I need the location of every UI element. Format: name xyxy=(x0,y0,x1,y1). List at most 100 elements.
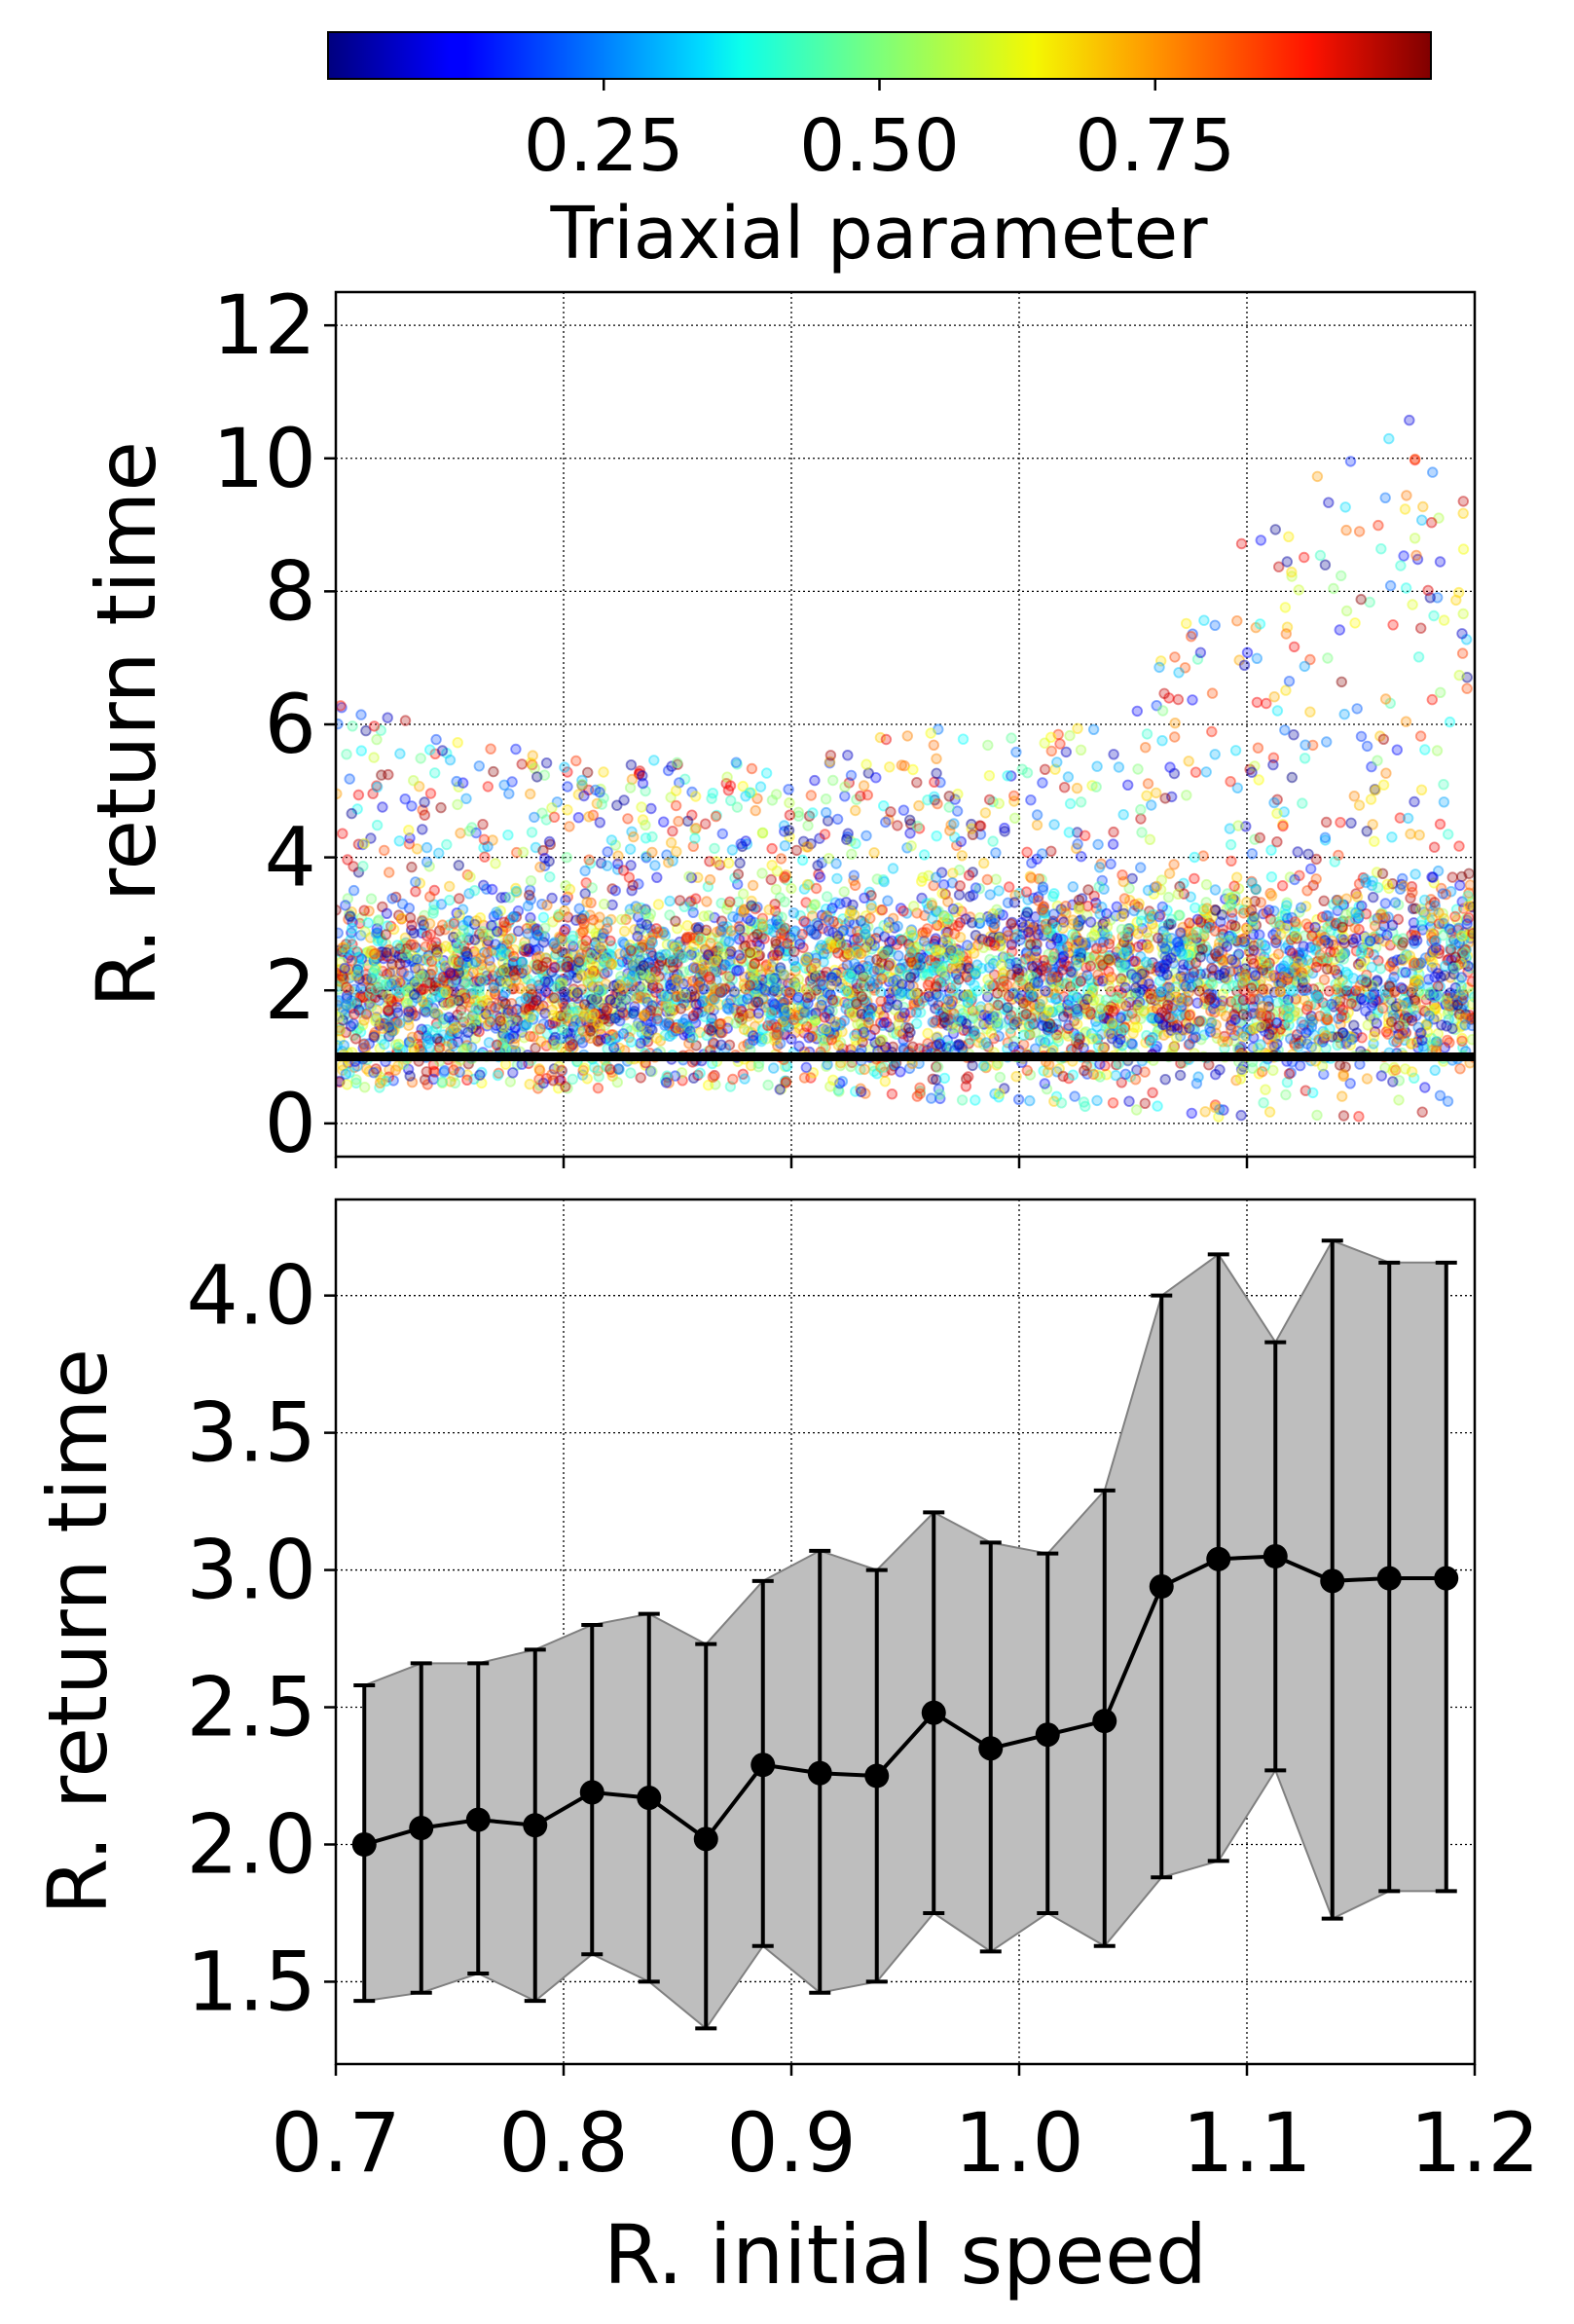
scatter-point xyxy=(587,914,600,926)
scatter-point xyxy=(1105,858,1116,870)
scatter-point xyxy=(1156,705,1169,717)
scatter-point xyxy=(1293,584,1305,596)
scatter-point xyxy=(1276,1020,1289,1033)
scatter-point xyxy=(479,851,491,863)
scatter-point xyxy=(1020,1008,1033,1020)
scatter-point xyxy=(576,779,588,791)
scatter-point xyxy=(1129,955,1142,968)
scatter-point xyxy=(371,968,384,980)
scatter-point xyxy=(1329,856,1341,867)
scatter-point xyxy=(532,975,544,986)
scatter-point xyxy=(576,939,589,950)
scatter-point xyxy=(458,968,470,980)
scatter-point xyxy=(822,987,833,999)
scatter-point xyxy=(429,748,441,760)
scatter-point xyxy=(1414,730,1427,742)
scatter-point xyxy=(1312,991,1324,1004)
scatter-point xyxy=(1406,1038,1418,1050)
scatter-point xyxy=(859,892,870,904)
scatter-point xyxy=(1114,992,1125,1005)
scatter-point xyxy=(1332,1039,1343,1051)
scatter-point xyxy=(479,975,492,986)
scatter-point xyxy=(693,972,706,983)
scatter-point xyxy=(585,1001,597,1013)
scatter-point xyxy=(1130,1104,1143,1116)
scatter-point xyxy=(1409,453,1421,465)
scatter-point xyxy=(385,1000,398,1012)
scatter-point xyxy=(1463,900,1475,912)
scatter-point xyxy=(1319,559,1332,571)
scatter-point xyxy=(878,1016,890,1029)
scatter-point xyxy=(911,777,923,789)
scatter-point xyxy=(1389,1064,1402,1076)
scatter-point xyxy=(846,1008,858,1019)
scatter-point xyxy=(1051,992,1063,1005)
scatter-point xyxy=(1226,954,1238,966)
scatter-point xyxy=(1261,697,1272,710)
scatter-point xyxy=(1010,746,1022,758)
scatter-point xyxy=(1117,809,1129,821)
scatter-point xyxy=(690,823,702,834)
scatter-point xyxy=(1197,850,1209,862)
scatter-point xyxy=(625,1025,637,1037)
scatter-point xyxy=(348,861,359,872)
scatter-point xyxy=(1322,652,1334,664)
scatter-point xyxy=(1431,745,1444,756)
scatter-point xyxy=(736,994,748,1006)
scatter-point xyxy=(1043,1007,1054,1018)
scatter-point xyxy=(1456,628,1468,640)
scatter-point xyxy=(1409,533,1421,544)
scatter-point xyxy=(639,1009,651,1021)
scatter-point xyxy=(556,1064,567,1077)
scatter-point xyxy=(1231,985,1243,997)
scatter-point xyxy=(1387,619,1399,631)
scatter-point xyxy=(1206,687,1219,699)
scatter-point xyxy=(558,1023,569,1036)
scatter-point xyxy=(777,998,788,1011)
scatter-point xyxy=(817,994,828,1006)
scatter-point xyxy=(1069,1090,1080,1102)
scatter-point xyxy=(1042,1020,1054,1032)
scatter-point xyxy=(1045,966,1058,978)
scatter-point xyxy=(1444,716,1456,728)
scatter-point xyxy=(1195,933,1208,944)
scatter-point xyxy=(716,828,729,840)
scatter-point xyxy=(1457,543,1470,555)
scatter-point xyxy=(750,1020,761,1033)
scatter-point xyxy=(1280,628,1293,640)
scatter-point xyxy=(1187,1022,1199,1035)
scatter-point xyxy=(953,889,966,901)
scatter-point xyxy=(963,961,975,973)
scatter-point xyxy=(1057,922,1069,935)
scatter-point xyxy=(930,951,942,964)
scatter-point xyxy=(746,900,757,911)
scatter-point xyxy=(884,998,896,1011)
scatter-point xyxy=(567,983,580,995)
scatter-point xyxy=(1004,1014,1015,1026)
scatter-point xyxy=(392,1060,404,1072)
scatter-point xyxy=(1455,1003,1468,1015)
scatter-point xyxy=(1280,1088,1292,1101)
scatter-point xyxy=(414,1040,426,1052)
scatter-point xyxy=(635,1037,646,1050)
scatter-point xyxy=(1134,862,1147,873)
scatter-point xyxy=(887,976,899,987)
scatter-point xyxy=(380,938,392,950)
scatter-point xyxy=(739,1073,750,1085)
scatter-point xyxy=(420,941,432,953)
scatter-point xyxy=(1339,501,1351,513)
scatter-point xyxy=(941,1019,954,1031)
scatter-point xyxy=(1156,901,1169,913)
scatter-point xyxy=(368,752,380,763)
scatter-point xyxy=(789,1017,801,1029)
scatter-point xyxy=(1415,514,1428,526)
scatter-point xyxy=(1442,990,1453,1002)
scatter-point xyxy=(780,1075,792,1088)
scatter-point xyxy=(1284,871,1297,883)
scatter-point xyxy=(523,942,535,955)
scatter-point xyxy=(397,977,410,988)
scatter-point xyxy=(913,799,925,812)
scatter-point xyxy=(1075,796,1087,808)
scatter-point xyxy=(720,960,732,972)
scatter-point xyxy=(816,999,827,1012)
